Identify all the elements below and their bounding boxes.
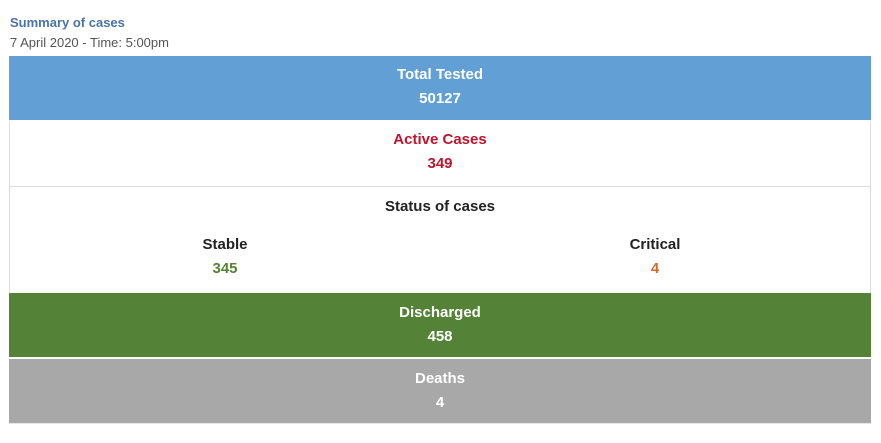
active-cases-panel: Active Cases 349 [9,121,871,187]
status-of-cases-panel: Status of cases Stable 345 Critical 4 [9,187,871,293]
status-of-cases-label: Status of cases [384,198,496,215]
summary-header: Summary of cases 7 April 2020 - Time: 5:… [10,14,169,52]
summary-timestamp: 7 April 2020 - Time: 5:00pm [10,35,169,50]
stable-value: 345 [212,260,238,277]
active-cases-value: 349 [427,155,453,172]
deaths-panel: Deaths 4 [9,359,871,423]
critical-label: Critical [629,236,681,253]
discharged-value: 458 [427,328,453,345]
stable-label: Stable [202,236,248,253]
deaths-value: 4 [435,394,445,411]
summary-title: Summary of cases [10,15,125,30]
status-breakdown: Stable 345 Critical 4 [10,235,870,279]
critical-value: 4 [650,260,660,277]
total-tested-value: 50127 [419,90,461,107]
total-tested-panel: Total Tested 50127 [9,56,871,120]
total-tested-label: Total Tested [396,66,484,83]
active-cases-label: Active Cases [393,131,487,148]
critical-cases: Critical 4 [440,235,870,279]
deaths-label: Deaths [414,370,466,387]
stable-cases: Stable 345 [10,235,440,279]
bottom-divider [9,423,871,424]
discharged-panel: Discharged 458 [9,293,871,357]
discharged-label: Discharged [399,304,481,321]
